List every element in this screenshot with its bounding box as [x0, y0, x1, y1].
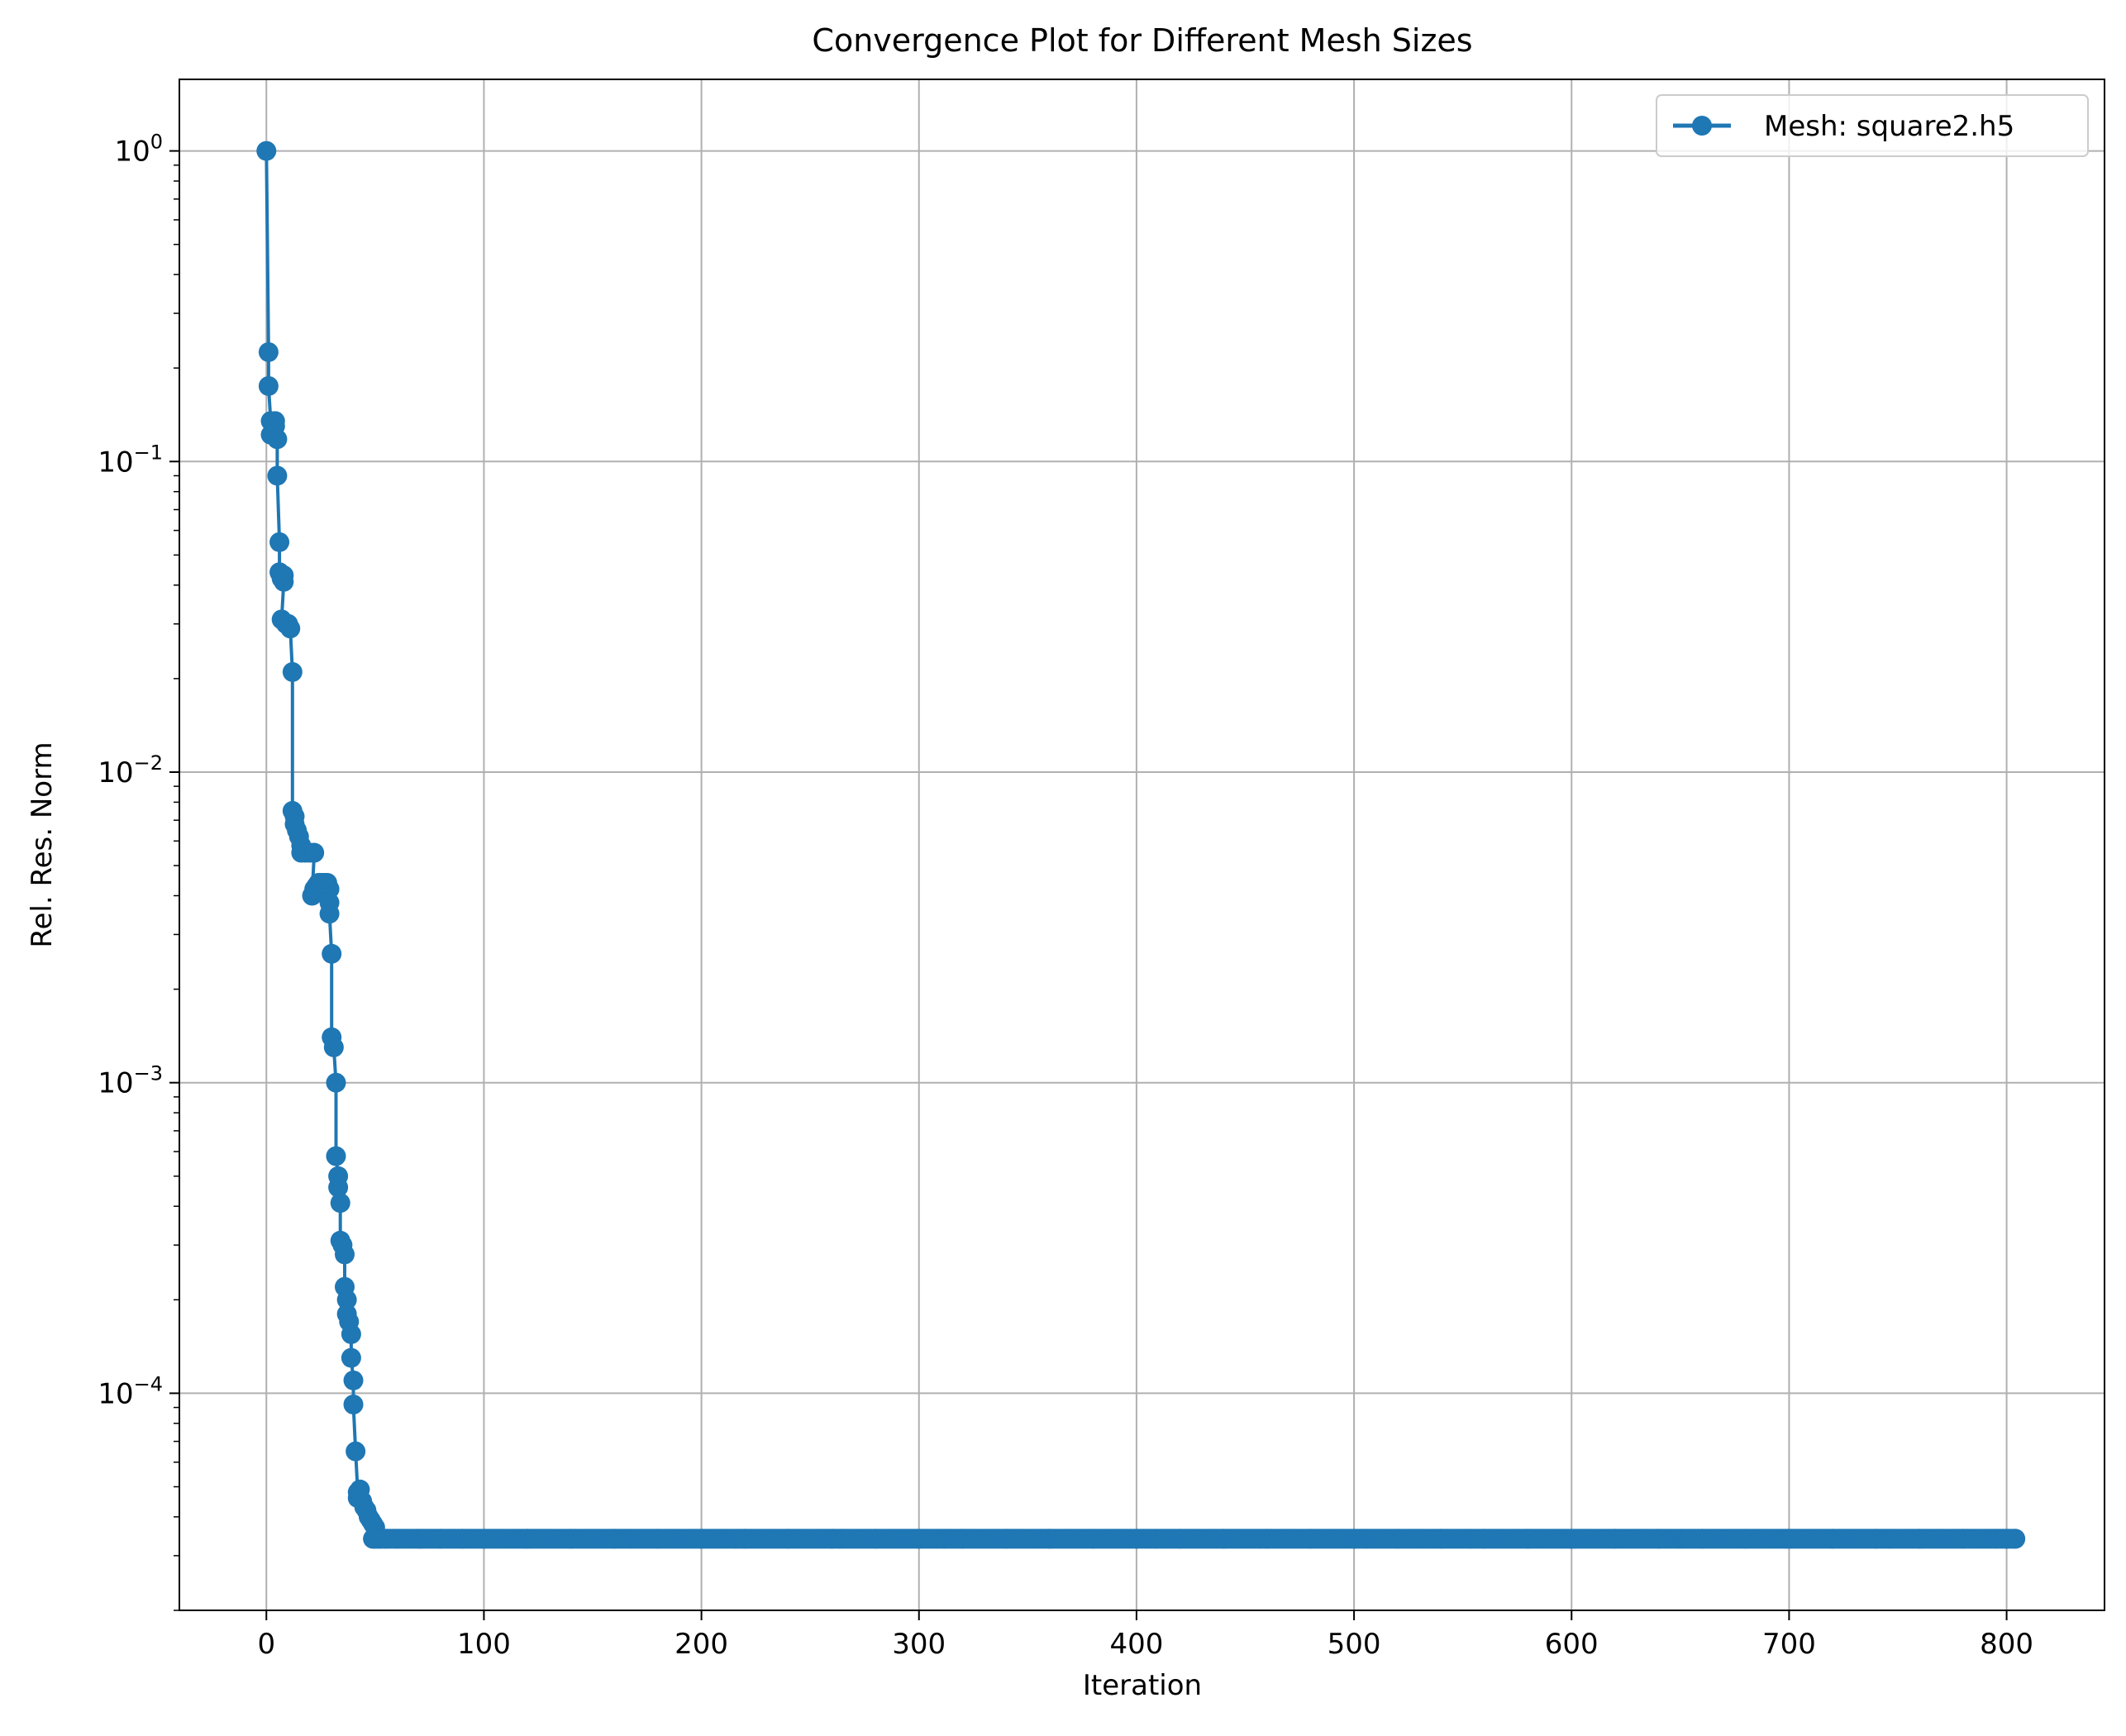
x-tick-label: 400: [1109, 1628, 1163, 1661]
data-point: [326, 1072, 346, 1093]
y-tick-label: 10−1: [98, 441, 163, 479]
data-point: [269, 532, 290, 552]
x-tick-label: 700: [1762, 1628, 1816, 1661]
series-layer: [256, 141, 2026, 1549]
data-point: [319, 904, 340, 924]
data-point: [343, 1370, 364, 1390]
x-tick-label: 800: [1980, 1628, 2033, 1661]
x-tick-label: 200: [675, 1628, 728, 1661]
data-point: [274, 571, 294, 592]
chart-title: Convergence Plot for Different Mesh Size…: [812, 22, 1472, 59]
data-point: [322, 943, 342, 964]
data-point: [2005, 1529, 2026, 1549]
tick-layer: 0 100 200 300 400 500 600 700 800 100 10−1 10−2 10−3…: [98, 131, 2033, 1661]
data-point: [267, 465, 288, 486]
grid-layer: [179, 79, 2105, 1610]
x-tick-label: 300: [892, 1628, 946, 1661]
legend-marker: [1692, 116, 1712, 136]
y-axis-label: Rel. Res. Norm: [26, 742, 59, 947]
data-point: [304, 842, 325, 863]
legend-label: Mesh: square2.h5: [1764, 110, 2014, 143]
data-point: [280, 618, 301, 639]
y-tick-label: 10−2: [98, 751, 163, 789]
data-point: [326, 1146, 346, 1166]
x-tick-label: 0: [257, 1628, 275, 1661]
y-tick-label: 10−4: [98, 1372, 163, 1410]
data-point: [336, 1290, 357, 1310]
x-tick-label: 600: [1545, 1628, 1599, 1661]
data-point: [346, 1441, 366, 1462]
x-tick-label: 100: [457, 1628, 511, 1661]
data-point: [267, 429, 288, 450]
data-point: [341, 1347, 361, 1368]
plot-area: [256, 141, 2026, 1549]
data-point: [341, 1323, 361, 1344]
plot-frame: [179, 79, 2105, 1611]
x-tick-label: 500: [1328, 1628, 1381, 1661]
data-point: [330, 1193, 350, 1214]
y-tick-label: 10−3: [98, 1062, 163, 1100]
legend-box: [1656, 94, 2089, 157]
data-point: [343, 1394, 364, 1414]
legend: Mesh: square2.h5: [1656, 94, 2089, 157]
data-point: [258, 375, 279, 396]
data-point: [323, 1037, 344, 1057]
data-point: [328, 1177, 349, 1198]
data-point: [335, 1244, 355, 1265]
data-point: [256, 141, 277, 161]
data-point: [258, 341, 279, 362]
y-tick-label: 100: [114, 131, 163, 169]
data-point: [282, 661, 303, 682]
x-axis-label: Iteration: [1083, 1669, 1202, 1702]
